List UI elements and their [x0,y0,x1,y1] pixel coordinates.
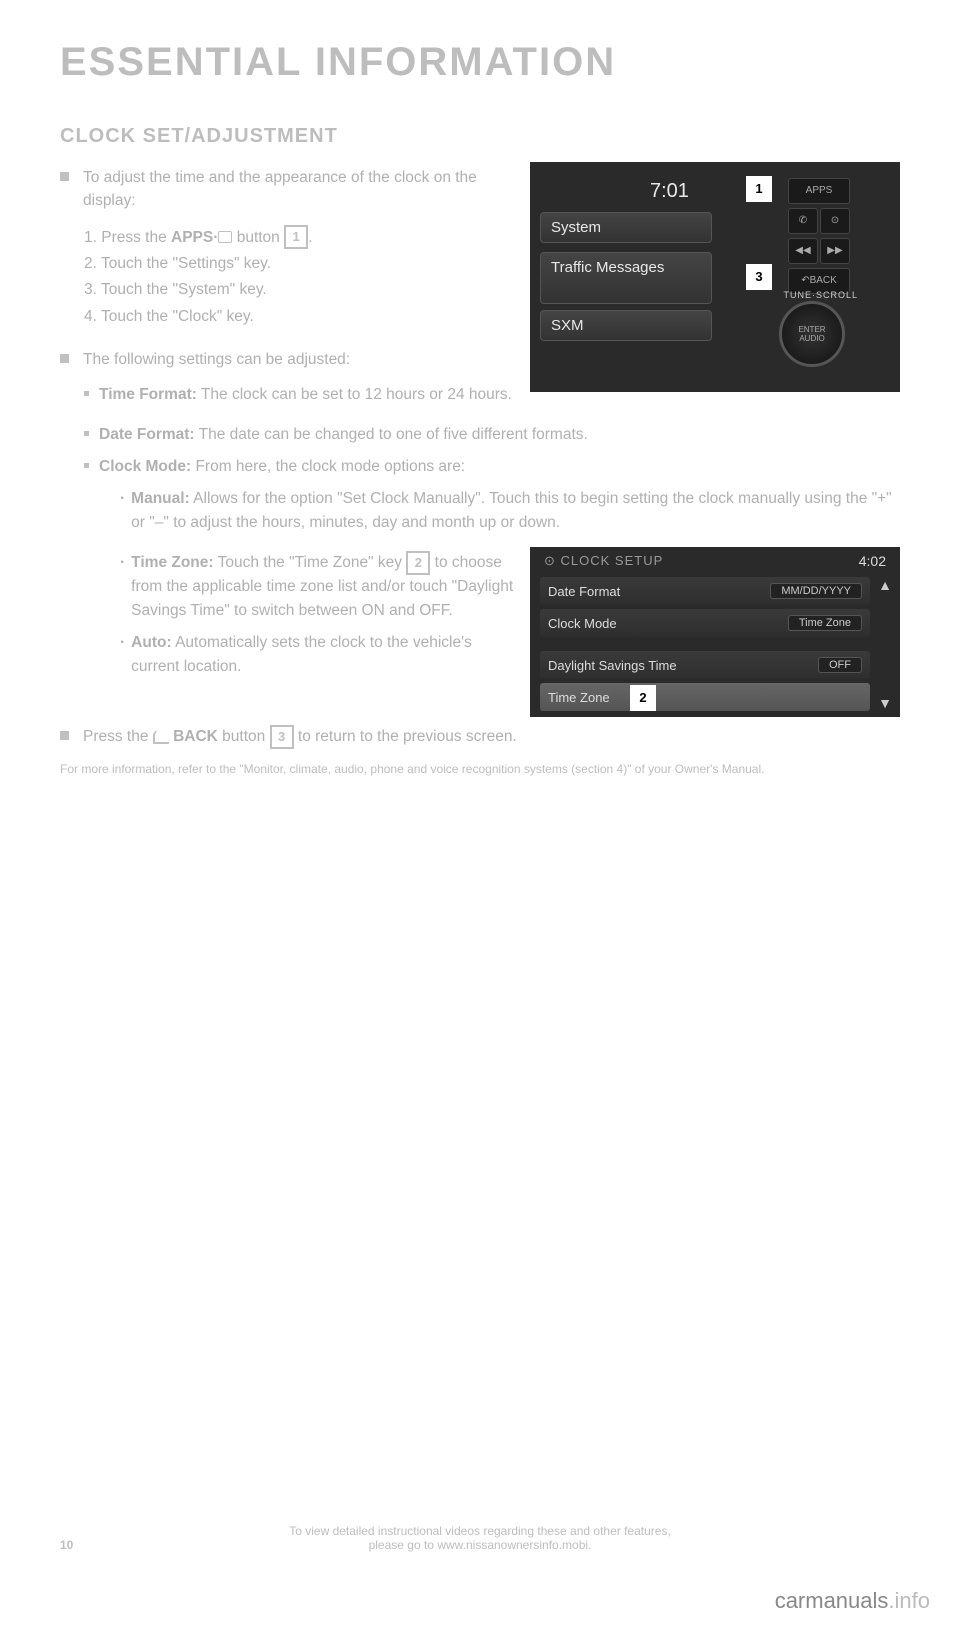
auto-label: Auto: [131,634,171,651]
callout-img-3: 3 [746,264,772,290]
prev-icon: ◀◀ [788,238,818,264]
clock-display: 7:01 [650,180,689,203]
info-icon [218,231,232,243]
tick-icon: · [120,551,125,623]
row-time-zone: Time Zone [540,683,870,711]
callout-img-2: 2 [630,685,656,711]
bullet-icon [60,354,69,363]
main-heading: ESSENTIAL INFORMATION [60,40,900,85]
adjust-intro-text: The following settings can be adjusted: [83,348,350,371]
time-format-item: Time Format: The clock can be set to 12 … [84,383,520,407]
next-icon: ▶▶ [820,238,850,264]
watermark: carmanuals.info [775,1588,930,1614]
scroll-up-icon: ▲ [876,577,894,593]
auto-item: · Auto: Automatically sets the clock to … [120,631,520,679]
fine-print: For more information, refer to the "Moni… [60,761,900,778]
manual-page: ESSENTIAL INFORMATION CLOCK SET/ADJUSTME… [0,0,960,1632]
header-time: 4:02 [859,553,886,569]
row-top: To adjust the time and the appearance of… [60,166,900,415]
tick-icon: · [120,631,125,679]
intro-block: To adjust the time and the appearance of… [60,166,520,213]
date-format-label: Date Format: [99,426,195,443]
row-clock-mode: Clock ModeTime Zone [540,609,870,637]
apps-button: APPS [788,178,850,204]
step-4: 4. Touch the "Clock" key. [84,304,520,330]
dot-icon [84,463,89,468]
clock-mode-label: Clock Mode: [99,458,191,475]
timezone-item: · Time Zone: Touch the "Time Zone" key 2… [120,551,520,623]
footer-text: To view detailed instructional videos re… [0,1524,960,1552]
dot-icon [84,431,89,436]
tz-label: Time Zone: [131,554,213,571]
callout-3: 3 [270,725,294,749]
enter-knob: ENTER AUDIO [779,301,845,367]
apps-label: APPS· [171,229,218,246]
clock-setup-header: ⊙ CLOCK SETUP [544,553,663,569]
tz-text-1: Touch the "Time Zone" key [214,554,407,571]
clock-mode-text: From here, the clock mode options are: [191,458,465,475]
time-format-text: The clock can be set to 12 hours or 24 h… [197,386,512,403]
menu-system: System [540,212,712,243]
row-dst: Daylight Savings TimeOFF [540,651,870,679]
menu-traffic: Traffic Messages [540,252,712,304]
manual-item: · Manual: Allows for the option "Set Clo… [120,487,900,535]
step-1: 1. Press the APPS· button 1. [84,225,520,251]
manual-label: Manual: [131,490,190,507]
time-format-label: Time Format: [99,386,197,403]
manual-text: Allows for the option "Set Clock Manuall… [131,490,892,531]
row-tz: · Time Zone: Touch the "Time Zone" key 2… [60,543,900,717]
callout-2: 2 [406,551,430,575]
menu-sxm: SXM [540,310,712,341]
back-block: Press the BACK button 3 to return to the… [60,725,900,749]
clock-mode-item: Clock Mode: From here, the clock mode op… [84,455,900,479]
date-format-item: Date Format: The date can be changed to … [84,423,900,447]
bullet-icon [60,731,69,740]
steps-list: 1. Press the APPS· button 1. 2. Touch th… [84,225,520,330]
back-label: BACK [169,728,218,745]
step-3: 3. Touch the "System" key. [84,277,520,303]
section-heading: CLOCK SET/ADJUSTMENT [60,125,900,148]
bullet-icon [60,172,69,181]
step-2: 2. Touch the "Settings" key. [84,251,520,277]
dot-icon [84,391,89,396]
auto-text: Automatically sets the clock to the vehi… [131,634,472,675]
date-format-text: The date can be changed to one of five d… [195,426,588,443]
scroll-down-icon: ▼ [876,695,894,711]
callout-1: 1 [284,225,308,249]
callout-img-1: 1 [746,176,772,202]
tick-icon: · [120,487,125,535]
dashboard-photo-2: ⊙ CLOCK SETUP 4:02 Date FormatMM/DD/YYYY… [530,547,900,717]
tune-scroll-label: TUNE·SCROLL [783,290,858,300]
intro-text: To adjust the time and the appearance of… [83,166,520,213]
phone-icon: ✆ [788,208,818,234]
back-arrow-icon [153,730,169,744]
row-date-format: Date FormatMM/DD/YYYY [540,577,870,605]
adjust-intro-block: The following settings can be adjusted: [60,348,520,371]
mic-icon: ⊙ [820,208,850,234]
dashboard-photo-1: 7:01 System Traffic Messages SXM APPS ✆ … [530,162,900,392]
